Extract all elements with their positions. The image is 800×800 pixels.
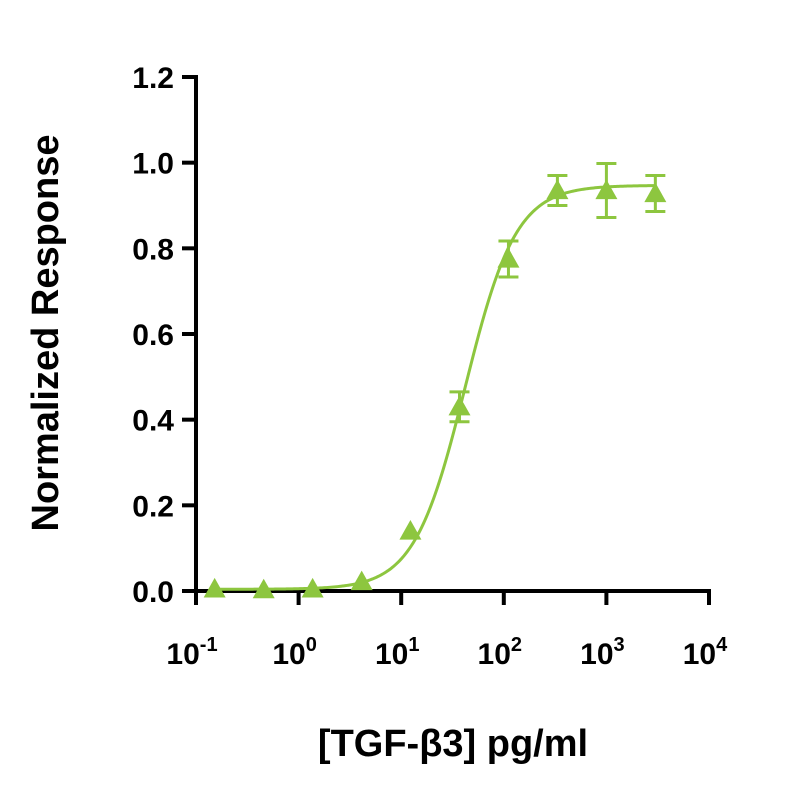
x-tick-exponent: 1 xyxy=(408,634,419,656)
x-tick-exponent: 2 xyxy=(511,634,522,656)
x-tick-base: 10 xyxy=(683,638,716,671)
data-point xyxy=(252,578,275,599)
y-tick-label: 0.8 xyxy=(132,233,174,266)
x-tick-exponent: 0 xyxy=(306,634,317,656)
x-tick-exponent: -1 xyxy=(200,634,218,656)
x-tick-label: 10-1 xyxy=(166,634,217,671)
x-tick-base: 10 xyxy=(478,638,511,671)
y-tick-label: 0.4 xyxy=(132,405,174,438)
data-point xyxy=(350,570,373,591)
data-point xyxy=(595,179,618,200)
x-tick-base: 10 xyxy=(580,638,613,671)
data-point xyxy=(301,577,324,598)
y-tick-label: 1.0 xyxy=(132,148,174,181)
data-point xyxy=(497,248,520,268)
x-tick-label: 102 xyxy=(478,634,523,671)
x-tick-exponent: 3 xyxy=(614,634,625,656)
fit-layer xyxy=(214,184,656,591)
error-bars xyxy=(449,162,666,424)
x-tick-base: 10 xyxy=(375,638,408,671)
x-tick-base: 10 xyxy=(166,638,199,671)
y-axis-title: Normalized Response xyxy=(25,135,67,532)
data-point xyxy=(644,182,667,203)
y-tick-label: 0.6 xyxy=(132,319,174,352)
y-tick-label: 0.2 xyxy=(132,490,174,523)
x-axis-title: [TGF-β3] pg/ml xyxy=(318,723,588,765)
data-point xyxy=(399,520,422,540)
data-point xyxy=(448,395,471,416)
data-point xyxy=(203,577,226,598)
x-tick-label: 100 xyxy=(272,634,317,671)
x-tick-label: 101 xyxy=(375,634,420,671)
y-ticks: 0.0 0.2 0.4 0.6 0.8 1.0 1.2 xyxy=(132,62,196,609)
x-tick-label: 104 xyxy=(683,634,728,671)
x-tick-base: 10 xyxy=(272,638,305,671)
y-tick-label: 0.0 xyxy=(132,576,174,609)
fit-curve xyxy=(214,184,656,591)
data-points xyxy=(203,179,667,599)
data-point xyxy=(546,179,569,200)
axes xyxy=(194,75,711,593)
y-tick-label: 1.2 xyxy=(132,62,174,95)
x-ticks: 10-1 100 101 102 103 104 xyxy=(166,591,728,671)
x-tick-exponent: 4 xyxy=(716,634,728,656)
x-tick-label: 103 xyxy=(580,634,625,671)
